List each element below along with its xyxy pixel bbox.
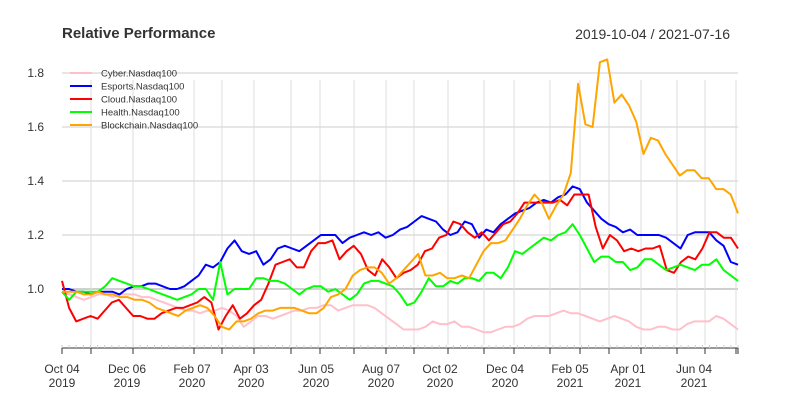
x-tick-label: Jun 04 (676, 362, 712, 376)
chart-title: Relative Performance (62, 25, 216, 42)
y-axis: 1.0 1.2 1.4 1.6 1.8 (27, 66, 44, 296)
x-tick-year: 2020 (368, 376, 395, 390)
x-tick-year: 2021 (615, 376, 642, 390)
series-line-cloud (61, 193, 739, 331)
series-line-cyber (61, 290, 739, 334)
x-tick-label: Jun 05 (298, 362, 334, 376)
x-tick-label: Aug 07 (362, 362, 400, 376)
date-range-label: 2019-10-04 / 2021-07-16 (575, 26, 730, 42)
x-tick-label: Feb 07 (173, 362, 211, 376)
x-tick-label: Dec 06 (108, 362, 146, 376)
grid-lines (62, 72, 738, 345)
y-tick-label: 1.6 (27, 120, 44, 134)
x-tick-year: 2020 (303, 376, 330, 390)
x-tick-year: 2019 (114, 376, 141, 390)
y-tick-label: 1.0 (27, 282, 44, 296)
x-tick-year: 2019 (49, 376, 76, 390)
y-tick-label: 1.8 (27, 66, 44, 80)
x-tick-year: 2020 (238, 376, 265, 390)
series-line-blockchain (62, 58, 739, 331)
x-tick-label: Dec 04 (486, 362, 524, 376)
legend-label: Blockchain.Nasdaq100 (101, 121, 198, 132)
x-tick-label: Apr 03 (233, 362, 269, 376)
x-tick-year: 2020 (492, 376, 519, 390)
x-tick-label: Oct 02 (422, 362, 458, 376)
x-tick-year: 2021 (681, 376, 708, 390)
series-line-esports (62, 185, 739, 296)
x-tick-label: Oct 04 (44, 362, 80, 376)
legend-label: Cloud.Nasdaq100 (101, 95, 177, 106)
x-tick-year: 2021 (557, 376, 584, 390)
x-tick-label: Feb 05 (551, 362, 589, 376)
legend: Cyber.Nasdaq100 Esports.Nasdaq100 Cloud.Na… (70, 69, 198, 132)
legend-label: Health.Nasdaq100 (101, 108, 180, 119)
x-tick-year: 2020 (179, 376, 206, 390)
series-line-health (61, 223, 739, 307)
y-tick-label: 1.2 (27, 228, 44, 242)
x-tick-year: 2020 (427, 376, 454, 390)
series-lines (61, 58, 739, 334)
x-tick-label: Apr 01 (610, 362, 646, 376)
legend-label: Esports.Nasdaq100 (101, 82, 184, 93)
y-tick-label: 1.4 (27, 174, 44, 188)
legend-label: Cyber.Nasdaq100 (101, 69, 177, 80)
